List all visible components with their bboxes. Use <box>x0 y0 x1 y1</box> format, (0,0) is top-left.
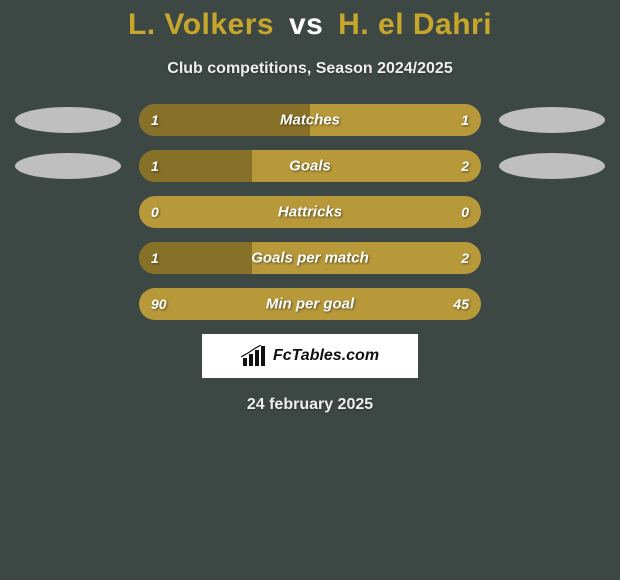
stat-label: Goals per match <box>251 250 369 267</box>
bar-chart-icon <box>241 345 267 367</box>
stat-bar: 0 Hattricks 0 <box>139 196 481 228</box>
stat-row: 1 Goals per match 2 <box>0 242 620 274</box>
stat-rows: 1 Matches 1 1 Goals 2 0 Hattricks 0 <box>0 104 620 320</box>
stat-label: Min per goal <box>266 296 354 313</box>
stat-label: Hattricks <box>278 204 342 221</box>
stat-label: Goals <box>289 158 331 175</box>
stat-bar: 90 Min per goal 45 <box>139 288 481 320</box>
right-ellipse <box>499 107 605 133</box>
left-value: 1 <box>151 112 159 128</box>
stat-bar: 1 Goals 2 <box>139 150 481 182</box>
left-value: 1 <box>151 250 159 266</box>
right-value: 0 <box>461 204 469 220</box>
left-ellipse <box>15 107 121 133</box>
stat-bar: 1 Matches 1 <box>139 104 481 136</box>
stat-row: 1 Matches 1 <box>0 104 620 136</box>
title-player1: L. Volkers <box>128 8 274 41</box>
left-value: 90 <box>151 296 167 312</box>
left-value: 0 <box>151 204 159 220</box>
right-ellipse <box>499 153 605 179</box>
right-value: 2 <box>461 250 469 266</box>
title-vs: vs <box>289 8 323 41</box>
title-player2: H. el Dahri <box>338 8 492 41</box>
subtitle: Club competitions, Season 2024/2025 <box>0 60 620 78</box>
left-value: 1 <box>151 158 159 174</box>
stat-row: 1 Goals 2 <box>0 150 620 182</box>
left-ellipse <box>15 153 121 179</box>
right-value: 1 <box>461 112 469 128</box>
right-value: 45 <box>453 296 469 312</box>
stat-bar: 1 Goals per match 2 <box>139 242 481 274</box>
logo-box: FcTables.com <box>202 334 418 378</box>
stat-row: 0 Hattricks 0 <box>0 196 620 228</box>
date: 24 february 2025 <box>0 396 620 414</box>
stat-row: 90 Min per goal 45 <box>0 288 620 320</box>
stat-label: Matches <box>280 112 340 129</box>
title: L. Volkers vs H. el Dahri <box>0 8 620 42</box>
right-value: 2 <box>461 158 469 174</box>
logo-text: FcTables.com <box>273 347 379 365</box>
comparison-infographic: L. Volkers vs H. el Dahri Club competiti… <box>0 0 620 414</box>
